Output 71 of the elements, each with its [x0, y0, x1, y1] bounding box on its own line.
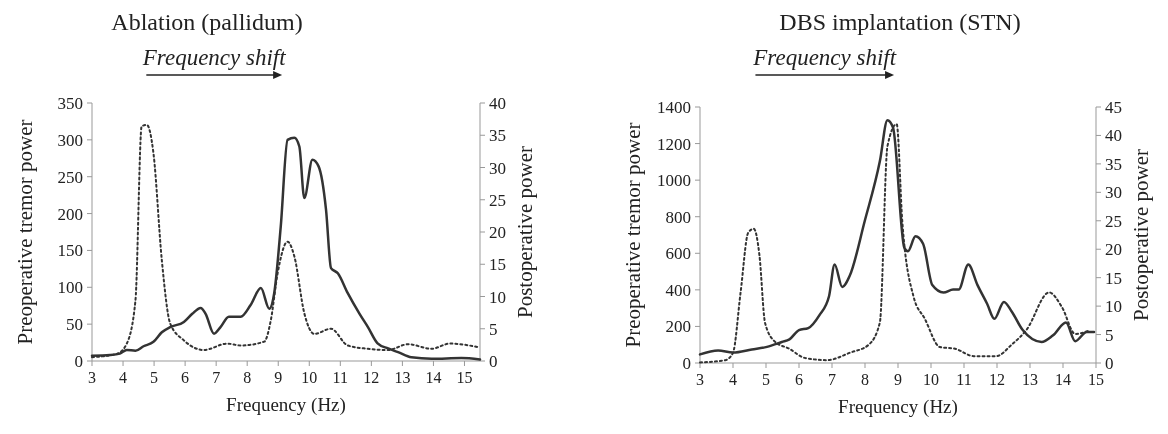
x-tick-label: 13: [394, 369, 411, 386]
y2-tick-label: 0: [1105, 354, 1114, 373]
y-tick-label: 250: [57, 167, 83, 187]
x-tick-label: 11: [956, 371, 972, 388]
x-tick-label: 13: [1022, 371, 1038, 388]
x-tick-label: 14: [1055, 371, 1071, 388]
y2-tick-label: 25: [489, 190, 506, 210]
y2-axis-title: Postoperative power: [513, 145, 537, 319]
y2-tick-label: 30: [489, 158, 506, 178]
y-tick-label: 150: [57, 241, 83, 261]
x-tick-label: 4: [119, 369, 128, 386]
y-tick-label: 200: [57, 204, 83, 224]
y2-tick-label: 30: [1105, 183, 1122, 203]
y2-tick-label: 20: [1105, 240, 1122, 260]
y-tick-label: 1200: [657, 134, 691, 154]
y2-tick-label: 5: [1105, 325, 1114, 345]
x-tick-label: 3: [696, 371, 704, 388]
chart-title: Ablation (pallidum): [111, 9, 303, 35]
x-tick-label: 3: [88, 369, 96, 386]
x-tick-label: 11: [332, 369, 349, 386]
x-axis-title: Frequency (Hz): [226, 394, 346, 416]
x-tick-label: 10: [923, 371, 939, 388]
y2-tick-label: 25: [1105, 211, 1122, 231]
y2-tick-label: 10: [1105, 297, 1122, 317]
y-tick-label: 400: [665, 280, 691, 300]
chart-title: DBS implantation (STN): [779, 9, 1021, 35]
x-tick-label: 5: [150, 369, 159, 386]
y-tick-label: 0: [74, 352, 83, 371]
y2-tick-label: 10: [489, 287, 506, 307]
y2-tick-label: 35: [1105, 154, 1122, 174]
y-tick-label: 300: [57, 130, 83, 150]
x-tick-label: 14: [425, 369, 442, 386]
x-tick-label: 12: [989, 371, 1005, 388]
y2-tick-label: 40: [489, 94, 506, 113]
y-tick-label: 800: [665, 207, 691, 227]
x-tick-label: 6: [795, 371, 803, 388]
y2-tick-label: 15: [1105, 268, 1122, 288]
y-tick-label: 100: [57, 278, 83, 298]
x-tick-label: 4: [729, 371, 737, 388]
y-tick-label: 200: [665, 317, 691, 337]
y-tick-label: 50: [66, 315, 83, 335]
y-tick-label: 1400: [657, 98, 691, 117]
x-tick-label: 10: [301, 369, 318, 386]
x-tick-label: 8: [861, 371, 869, 388]
y2-axis-title: Postoperative power: [1129, 148, 1153, 322]
x-tick-label: 7: [212, 369, 221, 386]
y2-tick-label: 35: [489, 126, 506, 146]
y-tick-label: 1000: [657, 171, 691, 191]
x-axis-title: Frequency (Hz): [838, 396, 958, 418]
x-tick-label: 6: [181, 369, 190, 386]
x-tick-label: 15: [1088, 371, 1104, 388]
y-axis-title: Preoperative tremor power: [13, 119, 37, 345]
y2-tick-label: 5: [489, 319, 498, 339]
y2-tick-label: 0: [489, 352, 498, 371]
text: Frequency shift: [141, 45, 287, 70]
x-tick-label: 12: [363, 369, 380, 386]
x-tick-label: 8: [243, 369, 252, 386]
y-tick-label: 350: [57, 94, 83, 113]
x-tick-label: 5: [762, 371, 770, 388]
y-axis-title: Preoperative tremor power: [621, 122, 645, 348]
x-tick-label: 15: [456, 369, 473, 386]
x-tick-label: 9: [894, 371, 902, 388]
y2-tick-label: 15: [489, 255, 506, 275]
y2-tick-label: 20: [489, 223, 506, 242]
y-tick-label: 0: [682, 354, 691, 373]
x-tick-label: 7: [828, 371, 836, 388]
text: Frequency shift: [752, 45, 897, 70]
y2-tick-label: 45: [1105, 98, 1122, 117]
x-tick-label: 9: [274, 369, 283, 386]
y-tick-label: 600: [665, 244, 691, 264]
y2-tick-label: 40: [1105, 126, 1122, 146]
